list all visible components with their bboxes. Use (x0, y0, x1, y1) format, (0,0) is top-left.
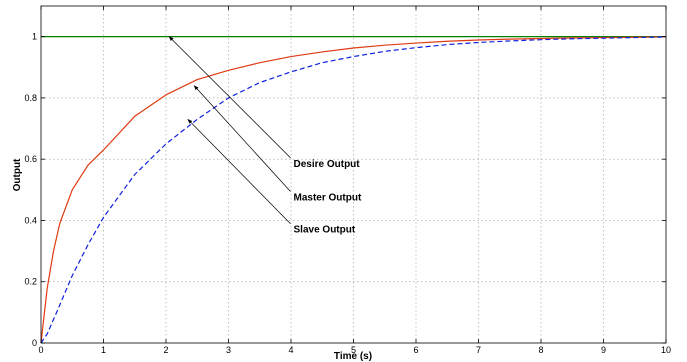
x-tick-label: 9 (601, 345, 606, 355)
y-tick-label: 0.4 (24, 215, 37, 225)
y-axis-label: Output (12, 158, 23, 191)
y-tick-label: 1 (32, 32, 37, 42)
series-line-slave-output (40, 36, 667, 344)
x-tick-label: 3 (226, 345, 231, 355)
x-tick-label: 7 (476, 345, 481, 355)
x-tick-label: 10 (661, 345, 671, 355)
annotation-arrow-desire-output (168, 36, 291, 159)
x-tick-label: 1 (101, 345, 106, 355)
ticks: 0 1 2 3 4 5 6 7 8 9 10 0 0.2 0.4 0.6 0.8 1 (24, 6, 671, 355)
annotation-arrow-slave-output (187, 119, 291, 224)
x-tick-label: 6 (413, 345, 418, 355)
annotation-label-master-output: Master Output (294, 193, 362, 204)
annotation-label-desire-output: Desire Output (294, 159, 361, 170)
x-tick-label: 5 (351, 345, 356, 355)
series-line-master-output (40, 36, 667, 344)
annotation-label-slave-output: Slave Output (294, 225, 356, 236)
x-tick-label: 8 (538, 345, 543, 355)
y-tick-label: 0.6 (24, 154, 37, 164)
annotation-arrow-master-output (193, 85, 291, 192)
annotations: Desire Output Master Output Slave Output (168, 36, 362, 236)
x-tick-label: 0 (38, 345, 43, 355)
x-tick-label: 2 (163, 345, 168, 355)
x-tick-label: 4 (288, 345, 293, 355)
y-tick-label: 0.8 (24, 93, 37, 103)
y-tick-label: 0 (32, 338, 37, 348)
series-layer (40, 36, 667, 344)
x-axis-label: Time (s) (334, 351, 372, 362)
y-tick-label: 0.2 (24, 277, 37, 287)
